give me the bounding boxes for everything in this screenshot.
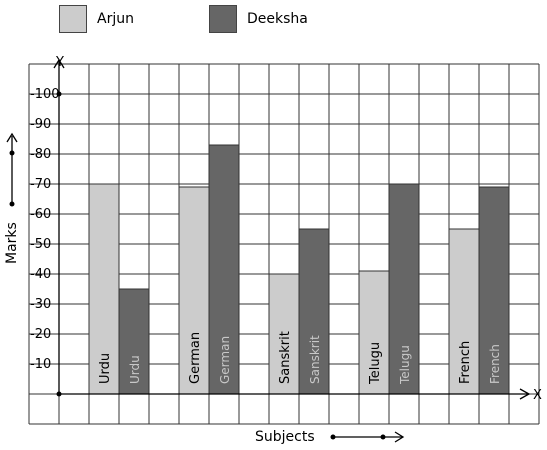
legend-swatch-arjun: [59, 5, 87, 33]
chart-axes: XY: [53, 55, 542, 403]
bar-deeksha-sanskrit: [298, 228, 330, 395]
y-axis-arrow: [53, 58, 65, 69]
y-tick-label-100: -100: [30, 87, 60, 102]
x-axis-title: Subjects: [255, 429, 315, 445]
bar-label-deeksha-urdu: Urdu: [128, 355, 142, 384]
x-direction-arrowhead: [394, 431, 405, 443]
bar-deeksha-urdu: [118, 288, 150, 395]
x-axis-letter: X: [533, 388, 542, 403]
bar-arjun-sanskrit: [268, 273, 300, 395]
axis-titles: Marks Subjects: [4, 132, 405, 445]
origin-dot: [56, 391, 62, 397]
bar-deeksha-german: [208, 144, 240, 395]
bar-arjun-telugu: [358, 270, 390, 395]
y-direction-arrowhead: [6, 132, 18, 143]
y-tick-label-80: -80: [30, 147, 51, 162]
bar-arjun-urdu: [88, 183, 120, 395]
x-axis-arrow: [519, 388, 531, 400]
y-tick-label-10: -10: [30, 357, 51, 372]
bar-label-deeksha-sanskrit: Sanskrit: [308, 335, 322, 384]
y-tick-label-70: -70: [30, 177, 51, 192]
legend-label-arjun: Arjun: [97, 11, 134, 27]
y-tick-label-30: -30: [30, 297, 51, 312]
bar-label-arjun-sanskrit: Sanskrit: [278, 331, 293, 384]
bar-arjun-german: [178, 186, 210, 395]
y-tick-label-40: -40: [30, 267, 51, 282]
bar-label-arjun-german: German: [188, 332, 203, 384]
bar-arjun-french: [448, 228, 480, 395]
bar-label-arjun-french: French: [458, 341, 473, 384]
y-tick-label-90: -90: [30, 117, 51, 132]
chart-bars: Urdu Urdu German German Sanskrit Sanskrit Telu…: [88, 144, 510, 395]
bar-deeksha-french: [478, 186, 510, 395]
bar-label-deeksha-french: French: [488, 344, 502, 384]
bar-label-deeksha-german: German: [218, 336, 232, 384]
y-direction-dot: [9, 201, 15, 207]
x-direction-dot: [380, 434, 386, 440]
y-tick-label-20: -20: [30, 327, 51, 342]
bar-label-arjun-urdu: Urdu: [98, 353, 113, 384]
legend-label-deeksha: Deeksha: [247, 11, 308, 27]
bar-label-arjun-telugu: Telugu: [368, 342, 383, 385]
legend-swatch-deeksha: [209, 5, 237, 33]
bar-deeksha-telugu: [388, 183, 420, 395]
y-axis-letter: Y: [55, 55, 64, 70]
legend-item-deeksha: Deeksha: [209, 4, 308, 34]
y-tick-label-60: -60: [30, 207, 51, 222]
y-tick-label-50: -50: [30, 237, 51, 252]
y-direction-dot: [9, 150, 15, 156]
x-direction-dot: [330, 434, 336, 440]
y-axis-title: Marks: [4, 222, 20, 264]
y-tick-labels: -10 -20 -30 -40 -50 -60 -70 -80 -90 -100: [30, 87, 60, 372]
y-axis-top-dot: [56, 91, 62, 97]
bar-label-deeksha-telugu: Telugu: [398, 345, 412, 385]
legend-item-arjun: Arjun: [59, 4, 134, 34]
